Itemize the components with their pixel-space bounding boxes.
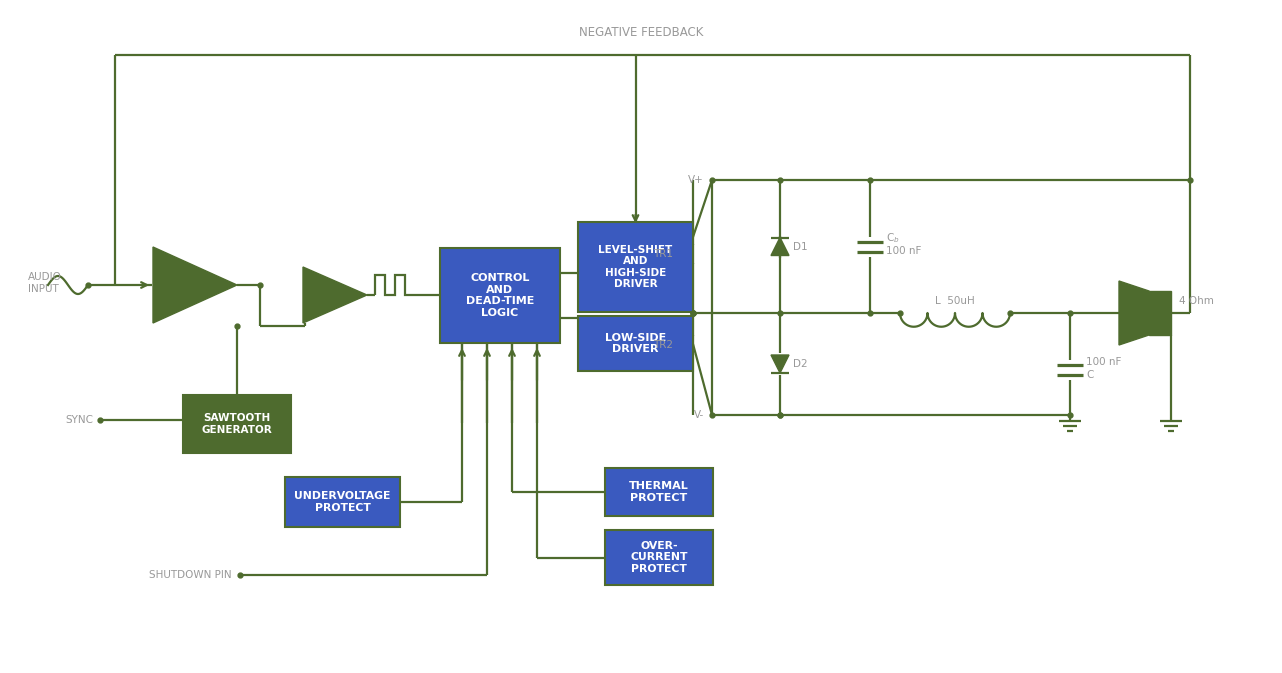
Text: TR1: TR1 (653, 249, 673, 259)
Text: 4 Ohm: 4 Ohm (1179, 296, 1214, 306)
FancyBboxPatch shape (605, 530, 713, 585)
Text: THERMAL
PROTECT: THERMAL PROTECT (629, 481, 688, 503)
Text: V+: V+ (688, 175, 704, 185)
Text: NEGATIVE FEEDBACK: NEGATIVE FEEDBACK (578, 26, 704, 38)
Text: SYNC: SYNC (65, 415, 94, 425)
Polygon shape (1119, 281, 1149, 345)
Text: LEVEL-SHIFT
AND
HIGH-SIDE
DRIVER: LEVEL-SHIFT AND HIGH-SIDE DRIVER (599, 244, 673, 289)
Text: D2: D2 (794, 359, 808, 369)
Text: UNDERVOLTAGE
PROTECT: UNDERVOLTAGE PROTECT (295, 491, 391, 513)
Polygon shape (153, 247, 237, 323)
Text: 100 nF: 100 nF (1086, 357, 1122, 367)
Text: L  50uH: L 50uH (935, 296, 974, 306)
Text: CONTROL
AND
DEAD-TIME
LOGIC: CONTROL AND DEAD-TIME LOGIC (465, 273, 535, 318)
Text: C: C (1086, 370, 1094, 380)
Text: TR2: TR2 (653, 340, 673, 350)
FancyBboxPatch shape (285, 477, 400, 527)
Text: LOW-SIDE
DRIVER: LOW-SIDE DRIVER (605, 332, 667, 354)
FancyBboxPatch shape (440, 248, 560, 343)
FancyBboxPatch shape (605, 468, 713, 516)
Polygon shape (770, 238, 788, 256)
FancyBboxPatch shape (1149, 291, 1170, 335)
Text: AUDIO
INPUT: AUDIO INPUT (28, 272, 62, 294)
FancyBboxPatch shape (578, 222, 694, 312)
FancyBboxPatch shape (578, 316, 694, 371)
Text: SAWTOOTH
GENERATOR: SAWTOOTH GENERATOR (201, 413, 272, 435)
Text: SHUTDOWN PIN: SHUTDOWN PIN (150, 570, 232, 580)
Text: C$_b$: C$_b$ (886, 232, 900, 246)
Text: D1: D1 (794, 242, 808, 252)
Text: 100 nF: 100 nF (886, 246, 922, 256)
Polygon shape (303, 267, 367, 323)
FancyBboxPatch shape (183, 395, 291, 453)
Text: OVER-
CURRENT
PROTECT: OVER- CURRENT PROTECT (631, 541, 687, 574)
Polygon shape (770, 355, 788, 373)
Text: V-: V- (694, 410, 704, 420)
